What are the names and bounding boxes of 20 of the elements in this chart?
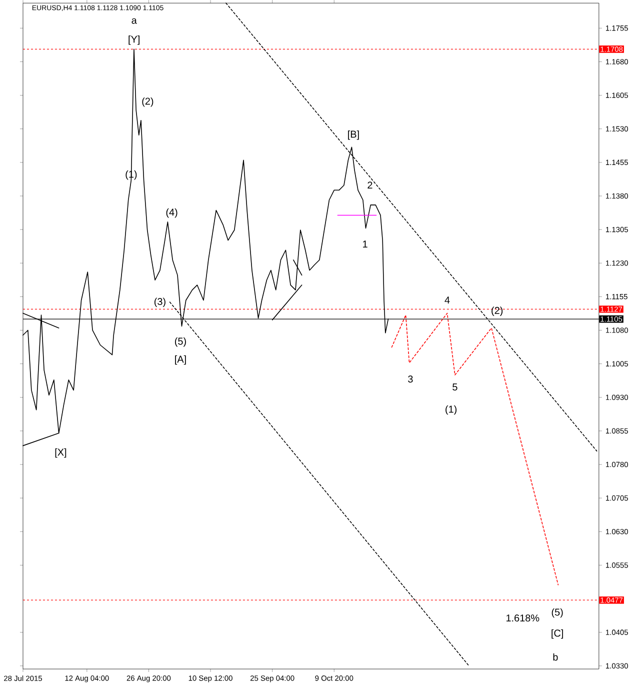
annotation: (1) bbox=[446, 405, 457, 415]
annotation: [A] bbox=[175, 355, 186, 365]
annotation: 1.618% bbox=[506, 614, 540, 622]
annotation: (2) bbox=[142, 97, 154, 107]
annotation: [X] bbox=[55, 448, 66, 458]
annotation: b bbox=[553, 653, 558, 661]
annotation: (2) bbox=[492, 306, 503, 316]
annotation: a bbox=[132, 18, 137, 24]
annotation: (4) bbox=[166, 208, 178, 218]
annotation: (3) bbox=[154, 298, 166, 307]
annotation: (5) bbox=[175, 337, 186, 347]
annotation: 1 bbox=[363, 240, 368, 248]
annotation: [C] bbox=[552, 629, 564, 639]
annotation: (5) bbox=[552, 608, 563, 618]
annotation: 2 bbox=[368, 182, 372, 189]
annotation: [Y] bbox=[128, 35, 140, 45]
annotation: 5 bbox=[452, 384, 458, 391]
annotation: 4 bbox=[444, 296, 450, 304]
annotation: 3 bbox=[408, 376, 413, 383]
annotation: [B] bbox=[348, 130, 359, 140]
